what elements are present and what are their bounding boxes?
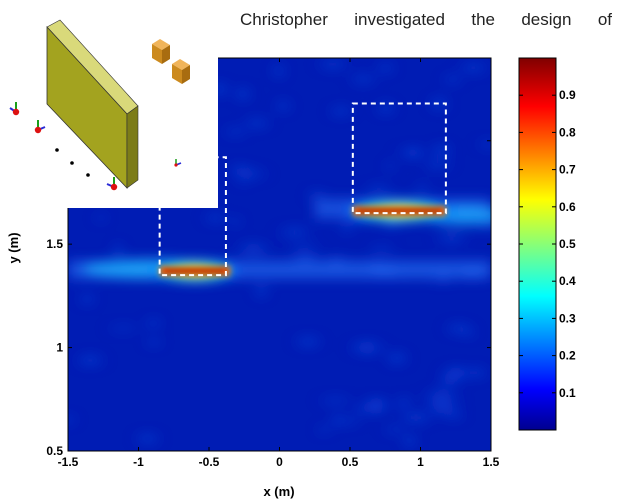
speckle: [381, 161, 399, 171]
speckle: [283, 251, 328, 263]
speckle: [361, 245, 402, 255]
x-axis-label: x (m): [263, 484, 294, 499]
colorbar-ticks: 0.1 0.2 0.3 0.4 0.5 0.6 0.7 0.8 0.9: [519, 88, 576, 400]
speckle: [129, 431, 166, 446]
speckle: [427, 231, 475, 245]
y-axis-label: y (m): [6, 232, 21, 263]
speckle: [268, 62, 289, 80]
speckle: [302, 190, 331, 202]
speckle: [230, 85, 256, 103]
speckle: [425, 95, 453, 113]
speckle: [225, 163, 255, 175]
target-box: [351, 102, 447, 215]
x-tick-label: -1: [133, 455, 144, 469]
y-tick-label: 0.5: [46, 444, 63, 458]
speckle: [75, 292, 100, 306]
speckle: [288, 334, 328, 349]
y-tick-label: 1: [56, 341, 63, 355]
colorbar-tick-label: 0.9: [559, 88, 576, 102]
speckle: [372, 61, 400, 75]
colorbar-tick-label: 0.2: [559, 349, 576, 363]
colorbar-tick-label: 0.7: [559, 163, 576, 177]
wall-icon: [46, 19, 139, 189]
speckle: [398, 432, 421, 450]
speckle: [349, 406, 373, 416]
colorbar: [519, 58, 556, 430]
speckle: [437, 74, 468, 85]
speckle: [310, 58, 356, 71]
colorbar-tick-label: 0.5: [559, 237, 576, 251]
speckle: [426, 142, 456, 159]
hotspot-peak: [358, 209, 440, 213]
speckle: [270, 225, 319, 239]
speckle: [417, 158, 458, 170]
speckle: [310, 396, 361, 405]
speckle: [357, 184, 400, 196]
speckle: [228, 240, 279, 259]
colorbar-tick-label: 0.6: [559, 200, 576, 214]
speckle: [323, 104, 358, 118]
colorbar-tick-label: 0.4: [559, 274, 576, 288]
colorbar-tick-label: 0.1: [559, 386, 576, 400]
speckle: [451, 61, 491, 75]
speckle: [237, 117, 277, 130]
speckle: [415, 387, 468, 406]
speckle: [346, 342, 384, 350]
scene-inset-svg: [9, 19, 190, 191]
axes: -1.5-1-0.500.511.50.511.52: [46, 58, 500, 469]
speckle: [234, 178, 251, 185]
speckle: [457, 329, 480, 337]
speckle: [470, 140, 491, 149]
target-boxes: [158, 102, 447, 277]
x-tick-label: -0.5: [199, 455, 220, 469]
speckle: [381, 350, 413, 367]
scene-inset: [0, 0, 218, 208]
speckle: [68, 415, 82, 425]
cubes-icon: [152, 39, 190, 84]
x-tick-label: 1.5: [483, 455, 500, 469]
speckle: [387, 148, 437, 156]
speckle: [329, 411, 346, 429]
speckle: [141, 317, 166, 329]
speckle: [342, 73, 384, 85]
speckle: [377, 425, 411, 434]
x-tick-label: 0: [276, 455, 283, 469]
speckle: [371, 101, 400, 116]
speckle: [140, 337, 168, 347]
speckle: [312, 425, 336, 434]
speckle: [277, 243, 330, 251]
speckle: [391, 410, 441, 425]
speckle: [69, 353, 111, 368]
speckle: [99, 325, 148, 332]
speckle: [216, 127, 254, 137]
speckle: [198, 211, 233, 224]
x-tick-label: 1: [417, 455, 424, 469]
hotspot-peak: [165, 269, 225, 273]
x-tick-label: 0.5: [342, 455, 359, 469]
antenna-icon: [9, 102, 182, 191]
speckle: [250, 282, 272, 300]
x-tick-label: -1.5: [58, 455, 79, 469]
colorbar-tick-label: 0.3: [559, 311, 576, 325]
speckle: [434, 373, 463, 389]
colorbar-tick-label: 0.8: [559, 125, 576, 139]
speckle: [411, 183, 433, 194]
target-box: [158, 156, 227, 277]
speckle: [90, 214, 112, 222]
y-tick-label: 1.5: [46, 237, 63, 251]
speckle: [110, 241, 127, 259]
speckle: [271, 99, 295, 113]
caption-text: Christopher investigated the design of: [240, 10, 612, 29]
